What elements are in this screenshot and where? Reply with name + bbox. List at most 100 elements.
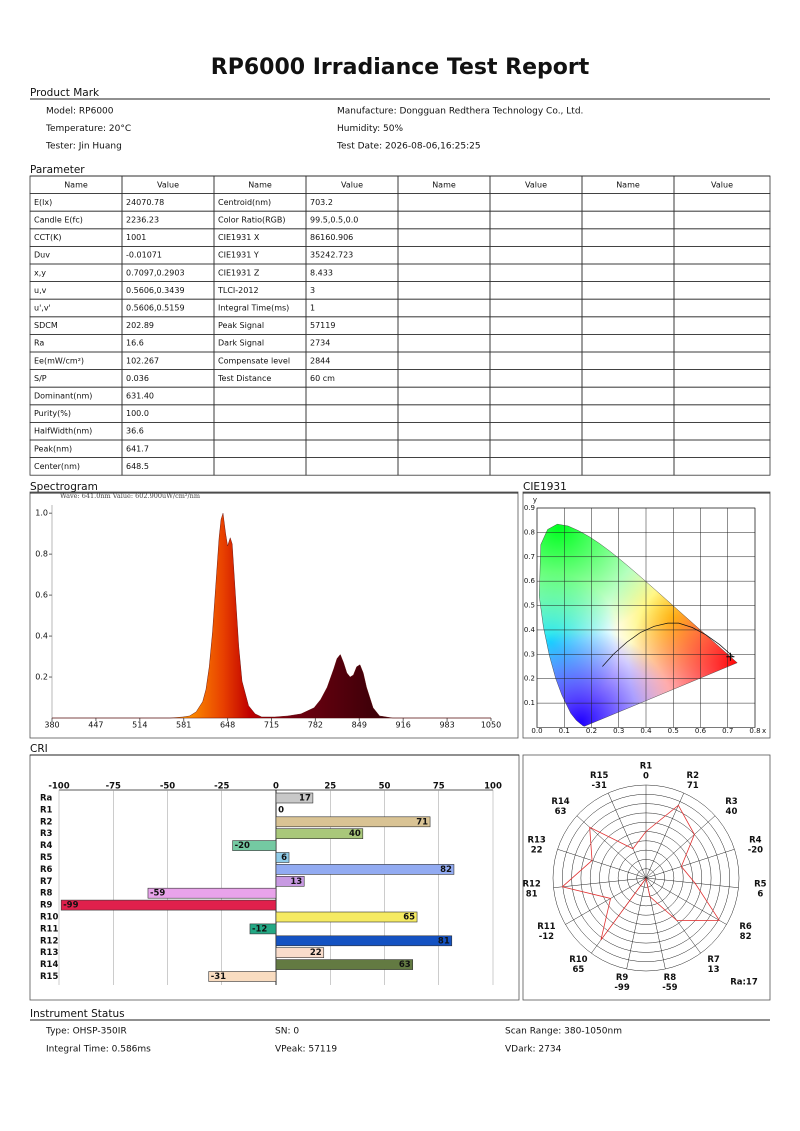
x-tick-label: -25 [214, 782, 229, 792]
table-cell [673, 351, 771, 371]
table-text: S/P [34, 374, 47, 383]
field: Humidity: 50% [337, 124, 403, 134]
spoke [645, 877, 727, 925]
cie-frame [522, 491, 771, 739]
table-cell [397, 386, 491, 406]
table-text: Centroid(nm) [218, 198, 271, 207]
bar [275, 792, 314, 804]
value-label: 0 [643, 772, 649, 782]
value-label: 0 [278, 805, 284, 815]
planckian-locus [602, 622, 734, 667]
value-label: -12 [539, 932, 554, 942]
table-text: u',v' [34, 304, 51, 313]
x-tick-label: 514 [132, 721, 147, 730]
x-tick-label: 849 [352, 721, 367, 730]
table-text: Ra [34, 339, 44, 348]
table-cell [673, 263, 771, 283]
category-label: R15 [590, 771, 608, 781]
table-header: Name [616, 180, 640, 189]
bar [232, 840, 277, 851]
y-tick-label: 0.3 [524, 650, 535, 658]
y-tick-label: 0.1 [524, 699, 535, 707]
y-tick-label: 0.5 [524, 602, 535, 610]
x-tick-label: 0 [273, 782, 279, 792]
value-label: 82 [440, 865, 452, 875]
bar [275, 852, 290, 863]
category-label: R13 [40, 948, 58, 958]
table-cell [673, 228, 771, 247]
table-cell [489, 404, 583, 423]
x-tick-label: 916 [396, 721, 411, 730]
spoke [557, 849, 647, 879]
spoke [565, 877, 647, 925]
table-cell [581, 298, 675, 318]
field: Model: RP6000 [46, 107, 114, 117]
table-text: 99.5,0.5,0.0 [310, 216, 358, 225]
table-text: 0.5606,0.5159 [126, 304, 185, 313]
table-text: 0.5606,0.3439 [126, 286, 185, 295]
section-title: Instrument Status [30, 1008, 125, 1020]
value-label: 63 [399, 960, 411, 970]
y-tick-label: 0.8 [35, 550, 48, 559]
table-cell [397, 228, 491, 247]
value-label: 22 [531, 845, 543, 855]
table-cell [305, 457, 399, 476]
value-label: -20 [235, 841, 250, 851]
x-tick-label: 0.0 [531, 727, 542, 735]
category-label: R2 [40, 817, 53, 827]
table-cell [489, 193, 583, 212]
value-label: 63 [555, 807, 567, 817]
color-blob [539, 524, 674, 643]
table-cell [581, 228, 675, 247]
table-cell [305, 421, 399, 441]
value-label: -31 [211, 972, 226, 982]
value-label: 65 [572, 965, 584, 975]
table-cell [673, 386, 771, 406]
category-label: Ra [40, 794, 53, 804]
table-header: Value [711, 180, 733, 189]
table-text: x,y [34, 268, 46, 277]
table-cell [305, 281, 399, 300]
table-cell [673, 457, 771, 476]
table-text: Test Distance [217, 374, 271, 383]
table-cell [397, 457, 491, 476]
table-cell [673, 439, 771, 459]
category-label: R10 [569, 955, 587, 965]
table-cell [397, 245, 491, 265]
table-cell [673, 404, 771, 423]
table-cell [673, 316, 771, 335]
table-text: 24070.78 [126, 198, 164, 207]
value-label: -59 [662, 983, 677, 993]
table-cell [213, 439, 307, 459]
plot-frame [536, 507, 756, 728]
table-cell [673, 369, 771, 388]
field: Type: OHSP-350IR [45, 1027, 127, 1037]
table-text: 1 [310, 304, 315, 313]
table-text: Compensate level [218, 356, 290, 365]
table-text: CIE1931 Y [218, 251, 259, 260]
bar [275, 947, 325, 959]
y-tick-label: 0.7 [524, 553, 535, 561]
table-header: Name [64, 180, 88, 189]
spoke [645, 877, 701, 954]
table-cell [213, 421, 307, 441]
table-text: u,v [34, 286, 47, 295]
table-cell [397, 298, 491, 318]
category-label: R12 [40, 936, 58, 946]
x-tick-label: 1050 [481, 721, 501, 730]
table-cell [397, 351, 491, 371]
table-cell [489, 298, 583, 318]
table-text: 8.433 [310, 268, 333, 277]
spoke [645, 792, 685, 879]
table-text: TLCI-2012 [217, 286, 259, 295]
value-label: 17 [299, 794, 311, 804]
table-cell [581, 193, 675, 212]
table-text: 2734 [310, 339, 330, 348]
x-tick-label: 50 [379, 782, 391, 792]
table-cell [673, 298, 771, 318]
y-tick-label: 0.2 [35, 673, 48, 682]
category-label: R11 [40, 924, 58, 934]
y-tick-label: 0.6 [35, 591, 48, 600]
table-text: 60 cm [310, 374, 335, 383]
table-header: Value [525, 180, 547, 189]
